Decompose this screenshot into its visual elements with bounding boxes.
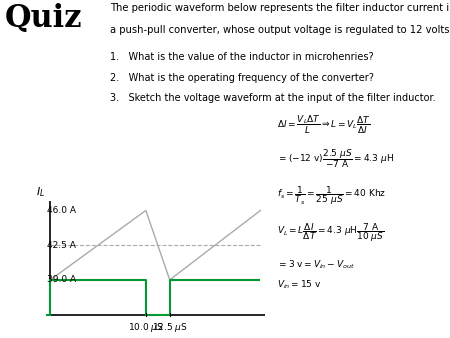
Text: The periodic waveform below represents the filter inductor current in: The periodic waveform below represents t… — [110, 3, 450, 14]
Text: 42.5 A: 42.5 A — [47, 241, 76, 250]
Text: $= 3\ \mathrm{v} = V_{in} - V_{out}$: $= 3\ \mathrm{v} = V_{in} - V_{out}$ — [277, 259, 355, 271]
Text: $\Delta I = \dfrac{V_L \Delta T}{L} \Rightarrow L = V_L \dfrac{\Delta T}{\Delta : $\Delta I = \dfrac{V_L \Delta T}{L} \Rig… — [277, 113, 370, 136]
Text: 2.   What is the operating frequency of the converter?: 2. What is the operating frequency of th… — [110, 73, 374, 83]
Text: $V_L = L\dfrac{\Delta I}{\Delta T} = 4.3\ \mu\mathrm{H}\dfrac{7\ \mathrm{A}}{10\: $V_L = L\dfrac{\Delta I}{\Delta T} = 4.3… — [277, 221, 384, 244]
Text: $I_L$: $I_L$ — [36, 185, 45, 198]
Text: Quiz: Quiz — [4, 3, 82, 34]
Text: $f_s = \dfrac{1}{T_s} = \dfrac{1}{25\ \mu S} = 40\ \mathrm{Khz}$: $f_s = \dfrac{1}{T_s} = \dfrac{1}{25\ \m… — [277, 184, 386, 207]
Text: a push-pull converter, whose output voltage is regulated to 12 volts.: a push-pull converter, whose output volt… — [110, 25, 450, 35]
Text: 3.   Sketch the voltage waveform at the input of the filter inductor.: 3. Sketch the voltage waveform at the in… — [110, 93, 436, 103]
Text: 1.   What is the value of the inductor in microhenries?: 1. What is the value of the inductor in … — [110, 52, 374, 63]
Text: $= (-12\ \mathrm{v})\dfrac{2.5\ \mu S}{-7\ \mathrm{A}} = 4.3\ \mu\mathrm{H}$: $= (-12\ \mathrm{v})\dfrac{2.5\ \mu S}{-… — [277, 147, 394, 170]
Text: $V_{in} = 15\ \mathrm{v}$: $V_{in} = 15\ \mathrm{v}$ — [277, 279, 321, 291]
Text: 12.5 $\mu$S: 12.5 $\mu$S — [152, 320, 188, 334]
Text: 39.0 A: 39.0 A — [47, 275, 76, 284]
Text: 10.0 $\mu$S: 10.0 $\mu$S — [128, 320, 164, 334]
Text: 46.0 A: 46.0 A — [47, 206, 76, 215]
